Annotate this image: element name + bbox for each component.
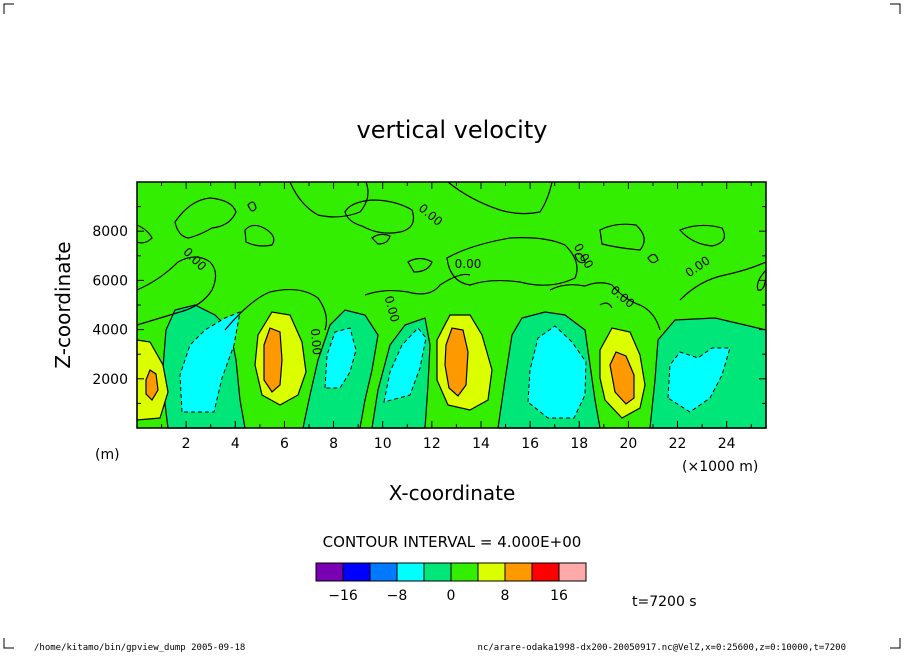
contour-label: 0.00 (455, 257, 482, 271)
contour-label: 0.00 (308, 328, 324, 356)
colorbar-segment (450, 562, 479, 582)
x-tick-label: 8 (329, 436, 338, 452)
x-tick-label: 2 (182, 436, 191, 452)
contour-interval-label: CONTOUR INTERVAL = 4.000E+00 (323, 533, 582, 551)
footer-right: nc/arare-odaka1998-dx200-20050917.nc@Vel… (478, 643, 846, 653)
colorbar-tick-label: −16 (328, 588, 358, 604)
x-tick-label: 24 (718, 436, 736, 452)
strong-negative-region-3 (383, 327, 427, 403)
y-tick-label: 6000 (92, 273, 128, 289)
x-tick-label: 14 (472, 436, 490, 452)
y-tick-label: 2000 (92, 372, 128, 388)
colorbar (315, 562, 587, 582)
colorbar-tick-label: 0 (447, 588, 456, 604)
y-tick-label: 8000 (92, 224, 128, 240)
x-unit-label: (m) (95, 447, 120, 463)
strong-negative-region-1 (179, 311, 241, 413)
corner-marks (3, 3, 901, 649)
x-tick-label: 16 (521, 436, 539, 452)
colorbar-segment (477, 562, 506, 582)
x-axis-ticks: 2 4 6 8 10 12 14 16 18 20 22 24 (161, 182, 752, 452)
colorbar-tick-label: 16 (550, 588, 568, 604)
y-axis-label: Z-coordinate (51, 241, 75, 368)
colorbar-segment (558, 562, 587, 582)
colorbar-tick-label: −8 (387, 588, 408, 604)
colorbar-segment (396, 562, 425, 582)
upper-contours (136, 181, 767, 331)
strong-negative-region-4 (527, 325, 587, 419)
colorbar-segment (342, 562, 371, 582)
strong-positive-region-2 (263, 327, 283, 393)
colorbar-segment (504, 562, 533, 582)
strong-positive-regions (145, 327, 635, 405)
x-axis-label: X-coordinate (389, 481, 516, 505)
plot-area: 0.000.000.000.000.000.000.000.00 2 4 6 8 10 1… (92, 181, 767, 452)
colorbar-segment (315, 562, 344, 582)
x-tick-label: 20 (619, 436, 637, 452)
x-tick-label: 18 (570, 436, 588, 452)
y-tick-label: 4000 (92, 323, 128, 339)
footer-left: /home/kitamo/bin/gpview_dump 2005-09-18 (34, 643, 245, 653)
chart-title: vertical velocity (357, 116, 548, 144)
x-scale-label: (×1000 m) (682, 459, 758, 475)
time-label: t=7200 s (632, 594, 697, 610)
strong-positive-region-3 (444, 327, 469, 397)
colorbar-labels: −16 −8 0 8 16 (328, 588, 568, 604)
x-tick-label: 12 (423, 436, 441, 452)
strong-negative-regions (179, 311, 731, 419)
x-tick-label: 4 (231, 436, 240, 452)
colorbar-segment (423, 562, 452, 582)
y-axis-ticks: 2000 4000 6000 8000 (92, 206, 766, 404)
x-tick-label: 22 (669, 436, 687, 452)
strong-positive-region-4 (609, 351, 635, 405)
strong-negative-region-5 (667, 347, 731, 413)
strong-negative-region-2 (324, 327, 357, 389)
x-tick-label: 6 (280, 436, 289, 452)
strong-positive-region-1 (145, 369, 159, 401)
x-tick-label: 10 (374, 436, 392, 452)
colorbar-tick-label: 8 (501, 588, 510, 604)
contour-label: 0.00 (382, 294, 402, 323)
colorbar-segment (369, 562, 398, 582)
colorbar-segment (531, 562, 560, 582)
